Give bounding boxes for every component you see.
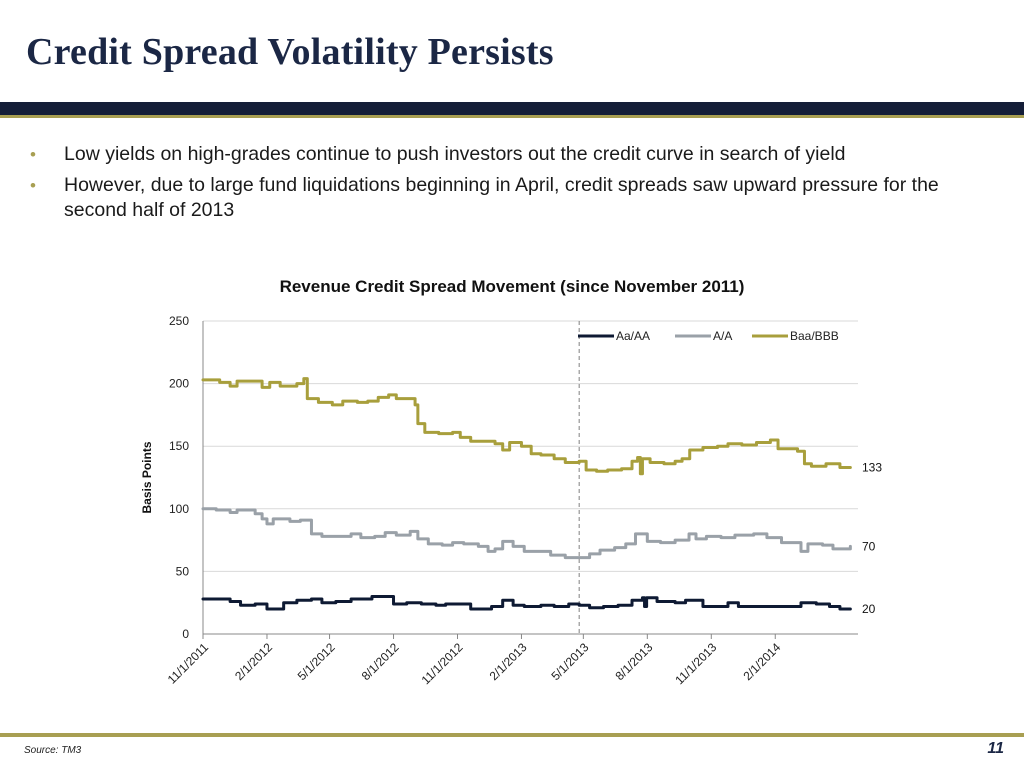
legend-label: A/A [713, 329, 732, 343]
bullet-item: • Low yields on high-grades continue to … [28, 142, 998, 167]
y-tick-label: 200 [169, 377, 189, 391]
x-tick-label: 11/1/2012 [419, 640, 466, 687]
y-tick-label: 50 [176, 564, 190, 578]
footer-rule [0, 733, 1024, 737]
y-tick-label: 0 [182, 627, 189, 641]
page-number: 11 [987, 740, 1004, 757]
legend-label: Aa/AA [616, 329, 650, 343]
chart-title: Revenue Credit Spread Movement (since No… [279, 277, 745, 296]
y-tick-label: 250 [169, 314, 189, 328]
y-axis-label: Basis Points [140, 441, 154, 513]
bullet-text: However, due to large fund liquidations … [64, 174, 939, 221]
x-tick-label: 8/1/2012 [359, 640, 402, 683]
end-value-label: 20 [862, 602, 876, 616]
x-tick-label: 11/1/2011 [165, 640, 212, 687]
series-line [201, 377, 852, 476]
header-rule-dark [0, 102, 1024, 115]
x-tick-label: 8/1/2013 [613, 640, 656, 683]
y-tick-label: 100 [169, 502, 189, 516]
x-tick-label: 2/1/2013 [487, 640, 530, 683]
series-line [201, 507, 852, 560]
bullet-marker: • [30, 176, 36, 195]
source-note: Source: TM3 [24, 745, 82, 756]
x-tick-label: 5/1/2013 [549, 640, 592, 683]
x-tick-label: 2/1/2012 [232, 640, 275, 683]
series-line [201, 594, 852, 611]
bullet-list: • Low yields on high-grades continue to … [28, 142, 998, 229]
x-tick-label: 5/1/2012 [295, 640, 338, 683]
legend-label: Baa/BBB [790, 329, 839, 343]
end-value-label: 133 [862, 460, 882, 474]
bullet-text: Low yields on high-grades continue to pu… [64, 143, 846, 165]
x-tick-label: 11/1/2013 [672, 640, 719, 687]
header-rule-gold [0, 115, 1024, 118]
y-tick-label: 150 [169, 439, 189, 453]
slide-title: Credit Spread Volatility Persists [26, 31, 554, 73]
line-chart: 0 50 100 150 200 250 11/1/2011 2/1/2012 5/1/2012… [140, 314, 882, 687]
bullet-marker: • [30, 145, 36, 164]
end-value-label: 70 [862, 539, 876, 553]
x-tick-label: 2/1/2014 [740, 640, 783, 683]
bullet-item: • However, due to large fund liquidation… [28, 173, 998, 223]
